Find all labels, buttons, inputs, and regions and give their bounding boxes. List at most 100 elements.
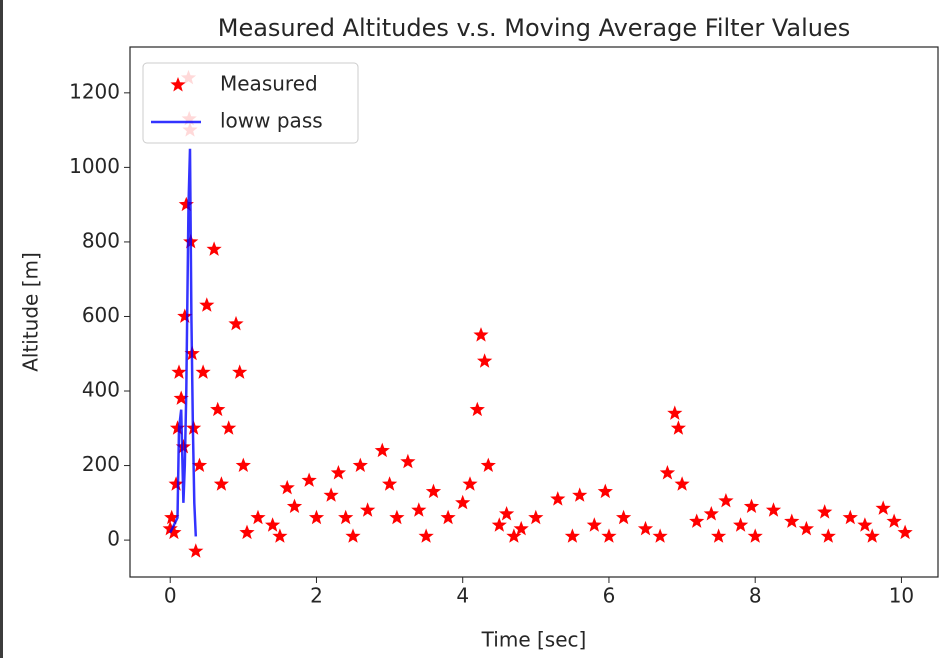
measured-point	[711, 528, 727, 543]
measured-point	[473, 327, 489, 342]
measured-point	[586, 517, 602, 532]
measured-point	[670, 420, 686, 435]
y-axis-label: Altitude [m]	[19, 252, 43, 372]
measured-point	[480, 457, 496, 472]
measured-point	[352, 457, 368, 472]
measured-point	[667, 405, 683, 420]
y-tick-label: 0	[107, 527, 120, 551]
measured-point	[689, 513, 705, 528]
measured-point	[864, 528, 880, 543]
measured-point	[210, 401, 226, 417]
measured-point	[784, 513, 800, 528]
measured-point	[265, 517, 281, 532]
measured-point	[528, 509, 544, 525]
measured-point	[550, 491, 566, 506]
measured-point	[506, 528, 522, 543]
measured-point	[188, 543, 204, 558]
measured-point	[374, 442, 390, 458]
measured-point	[820, 528, 836, 543]
measured-point	[455, 494, 471, 510]
measured-point	[842, 509, 858, 525]
measured-point	[477, 353, 493, 368]
measured-point	[382, 476, 398, 491]
y-tick-label: 1200	[69, 79, 120, 103]
measured-point	[272, 528, 288, 543]
measured-point	[250, 509, 266, 525]
measured-point	[425, 483, 442, 499]
measured-point	[440, 509, 456, 525]
measured-point	[360, 502, 376, 517]
chart-title: Measured Altitudes v.s. Moving Average F…	[218, 14, 851, 42]
measured-point	[173, 390, 189, 405]
window-edge	[0, 0, 3, 658]
y-tick-label: 200	[82, 452, 120, 476]
measured-point	[301, 472, 317, 487]
measured-point	[733, 517, 749, 532]
measured-point	[232, 364, 248, 379]
measured-point	[279, 479, 295, 495]
measured-point	[703, 506, 719, 521]
measured-point	[743, 498, 760, 513]
measured-point	[616, 509, 632, 525]
measured-point	[765, 502, 782, 517]
measured-point	[601, 528, 617, 543]
measured-point	[718, 493, 734, 508]
y-tick-label: 600	[82, 303, 120, 327]
measured-point	[469, 401, 485, 417]
x-tick-label: 6	[603, 584, 616, 608]
measured-point	[178, 196, 194, 212]
x-tick-label: 0	[164, 584, 177, 608]
measured-point	[747, 528, 763, 543]
legend-label: loww pass	[220, 109, 323, 133]
measured-point	[239, 524, 255, 540]
measured-point	[411, 502, 427, 517]
measured-point	[162, 520, 178, 536]
measured-point	[817, 504, 833, 519]
measured-point	[169, 420, 186, 435]
measured-point	[886, 513, 902, 528]
measured-point	[323, 487, 339, 502]
measured-point	[191, 457, 208, 472]
y-tick-label: 1000	[69, 154, 120, 178]
legend-marker	[170, 77, 186, 92]
x-tick-label: 10	[889, 584, 914, 608]
measured-point	[897, 524, 913, 540]
measured-point	[330, 465, 346, 480]
measured-point	[564, 528, 580, 543]
measured-point	[798, 520, 814, 536]
filter-line	[169, 148, 198, 537]
measured-point	[221, 420, 237, 435]
y-tick-label: 400	[82, 378, 120, 402]
measured-point	[286, 498, 303, 513]
x-axis-label: Time [sec]	[481, 628, 587, 652]
measured-point	[177, 308, 193, 323]
measured-point	[418, 528, 434, 543]
x-tick-label: 8	[749, 584, 762, 608]
measured-point	[389, 509, 405, 525]
measured-point	[345, 528, 361, 543]
y-tick-label: 800	[82, 228, 120, 252]
measured-point	[462, 476, 478, 491]
axes-frame	[129, 46, 939, 578]
measured-point	[338, 509, 354, 525]
measured-point	[674, 476, 690, 491]
measured-point	[637, 520, 654, 536]
measured-point	[491, 517, 507, 532]
measured-point	[308, 509, 325, 525]
measured-point	[652, 528, 668, 543]
measured-point	[213, 476, 229, 491]
legend-label: Measured	[220, 72, 318, 96]
measured-point	[175, 438, 191, 454]
measured-point	[228, 315, 244, 331]
measured-point	[195, 364, 211, 379]
measured-point	[166, 524, 182, 540]
measured-point	[659, 465, 676, 480]
measured-point	[400, 453, 416, 469]
measured-point	[513, 520, 529, 536]
measured-point	[875, 500, 891, 515]
measured-point	[572, 487, 588, 502]
measured-point	[235, 457, 251, 472]
measured-point	[597, 483, 613, 499]
